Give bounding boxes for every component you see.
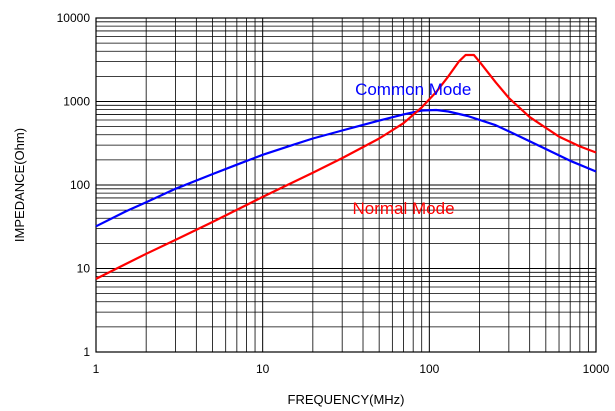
annotations: Common Mode Normal Mode — [352, 80, 471, 218]
series-layer — [95, 53, 597, 280]
y-tick-label: 10000 — [57, 11, 91, 25]
series-line-normal-mode — [95, 53, 597, 280]
x-tick-label: 1 — [93, 362, 100, 376]
y-tick-label: 100 — [70, 178, 90, 192]
x-tick-label: 1000 — [583, 362, 610, 376]
grid-lines — [96, 18, 596, 352]
x-tick-label: 100 — [419, 362, 439, 376]
y-axis-label: IMPEDANCE(Ohm) — [12, 128, 27, 242]
annotation-common-mode: Common Mode — [355, 80, 471, 99]
x-axis-label: FREQUENCY(MHz) — [288, 392, 405, 407]
tick-labels: 1 10 100 1000 1 10 100 1000 10000 — [57, 11, 610, 376]
y-tick-label: 1 — [83, 345, 90, 359]
plot-area-frame — [95, 17, 597, 353]
x-tick-label: 10 — [256, 362, 270, 376]
series-line-common-mode — [95, 108, 597, 228]
y-tick-label: 10 — [77, 262, 91, 276]
y-tick-label: 1000 — [63, 95, 90, 109]
annotation-normal-mode: Normal Mode — [352, 199, 454, 218]
